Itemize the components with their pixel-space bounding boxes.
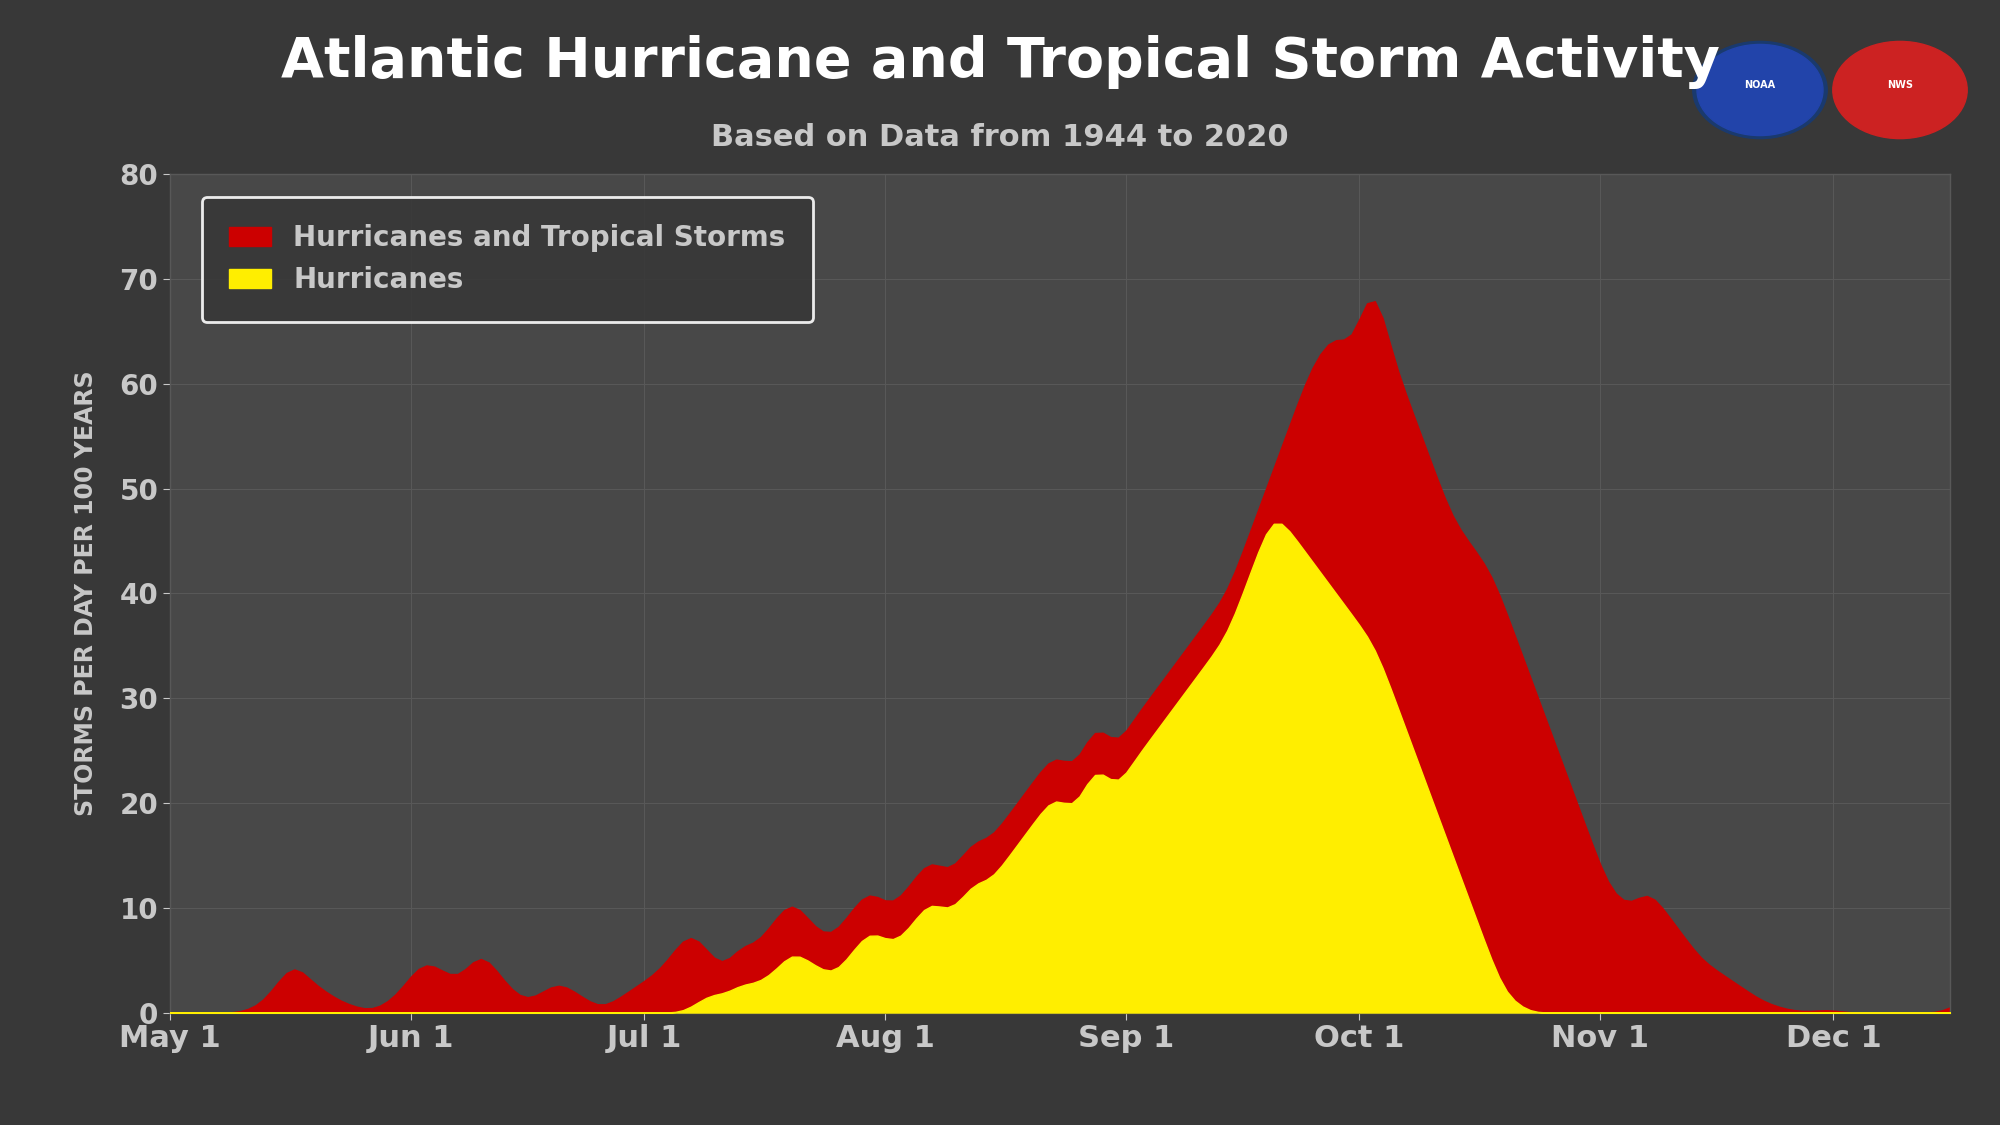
Text: Based on Data from 1944 to 2020: Based on Data from 1944 to 2020 [712, 123, 1288, 152]
Circle shape [1696, 44, 1824, 135]
Circle shape [1832, 42, 1968, 138]
Circle shape [1692, 42, 1828, 138]
Text: Atlantic Hurricane and Tropical Storm Activity: Atlantic Hurricane and Tropical Storm Ac… [280, 35, 1720, 89]
Legend: Hurricanes and Tropical Storms, Hurricanes: Hurricanes and Tropical Storms, Hurrican… [202, 197, 814, 322]
Text: NWS: NWS [1888, 80, 1912, 90]
Text: NOAA: NOAA [1744, 80, 1776, 90]
Y-axis label: STORMS PER DAY PER 100 YEARS: STORMS PER DAY PER 100 YEARS [74, 370, 98, 817]
